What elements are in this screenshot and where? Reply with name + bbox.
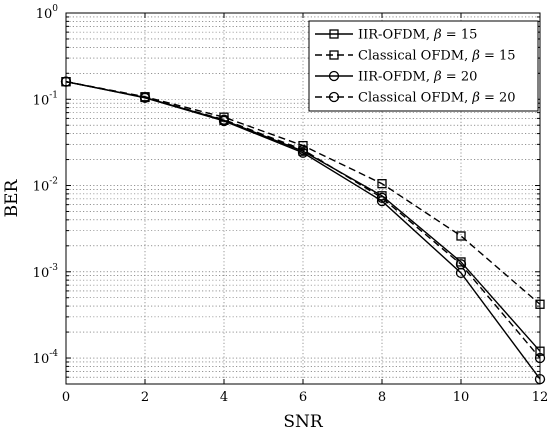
x-tick-label: 8 — [378, 390, 386, 405]
y-tick-label: 10-3 — [33, 263, 59, 281]
legend-marker — [329, 50, 339, 60]
data-point — [297, 147, 309, 158]
legend-label: Classical OFDM, β = 20 — [358, 91, 516, 106]
data-point — [297, 144, 309, 155]
y-axis-label: BER — [2, 178, 22, 217]
legend-marker — [328, 91, 340, 103]
x-tick-label: 2 — [141, 390, 149, 405]
plot-series — [60, 76, 546, 385]
legend-marker — [329, 29, 339, 39]
x-tick-label: 12 — [532, 390, 549, 405]
series-3 — [60, 76, 546, 385]
series-line — [65, 80, 541, 359]
y-tick-label: 10-4 — [33, 349, 59, 367]
legend-box — [308, 20, 539, 112]
legend-marker — [328, 70, 340, 82]
x-tick-label: 10 — [453, 390, 470, 405]
data-point — [377, 179, 387, 189]
x-tick-label: 6 — [299, 390, 307, 405]
x-tick-label: 4 — [220, 390, 228, 405]
x-tick-label: 0 — [62, 390, 70, 405]
data-point — [139, 92, 151, 103]
axis-tick-labels: 0 2 4 6 8 10 12 100 10-1 10-2 10-3 10-4 — [33, 4, 549, 405]
y-tick-label: 10-2 — [33, 177, 58, 195]
data-point — [218, 114, 230, 125]
data-point — [456, 231, 466, 241]
legend: IIR-OFDM, β = 15 Classical OFDM, β = 15 II… — [308, 20, 539, 112]
y-tick-label: 100 — [36, 4, 59, 22]
y-tick-label: 10-1 — [33, 90, 58, 108]
legend-label: IIR-OFDM, β = 15 — [358, 28, 477, 43]
data-point — [376, 192, 388, 203]
data-point — [455, 259, 467, 270]
legend-label: Classical OFDM, β = 15 — [358, 49, 516, 64]
legend-label: IIR-OFDM, β = 20 — [358, 70, 477, 85]
x-axis-label: SNR — [283, 412, 324, 432]
